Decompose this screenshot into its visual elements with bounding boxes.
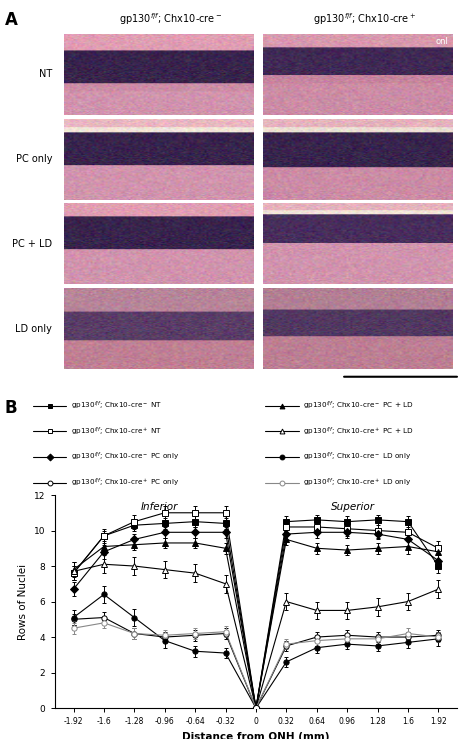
Text: gp130$^{f/f}$; Chx10-cre$^+$: gp130$^{f/f}$; Chx10-cre$^+$	[313, 11, 417, 27]
Text: gp130$^{f/f}$; Chx10-cre$^+$ NT: gp130$^{f/f}$; Chx10-cre$^+$ NT	[71, 426, 162, 437]
X-axis label: Distance from ONH (mm): Distance from ONH (mm)	[182, 732, 330, 739]
Text: onl: onl	[435, 38, 448, 47]
Text: PC + LD: PC + LD	[12, 239, 52, 249]
Text: Inferior: Inferior	[140, 502, 178, 512]
Text: B: B	[5, 399, 18, 417]
Text: LD only: LD only	[15, 324, 52, 334]
Text: NT: NT	[39, 69, 52, 79]
Text: gp130$^{f/f}$; Chx10-cre$^+$ PC only: gp130$^{f/f}$; Chx10-cre$^+$ PC only	[71, 477, 179, 489]
Text: gp130$^{f/f}$; Chx10-cre$^-$ PC + LD: gp130$^{f/f}$; Chx10-cre$^-$ PC + LD	[303, 400, 414, 412]
Text: gp130$^{f/f}$; Chx10-cre$^+$ LD only: gp130$^{f/f}$; Chx10-cre$^+$ LD only	[303, 477, 412, 489]
Text: gp130$^{f/f}$; Chx10-cre$^-$: gp130$^{f/f}$; Chx10-cre$^-$	[119, 11, 222, 27]
Text: gp130$^{f/f}$; Chx10-cre$^+$ PC + LD: gp130$^{f/f}$; Chx10-cre$^+$ PC + LD	[303, 426, 414, 437]
Y-axis label: Rows of Nuclei: Rows of Nuclei	[18, 563, 28, 640]
Text: gp130$^{f/f}$; Chx10-cre$^-$ NT: gp130$^{f/f}$; Chx10-cre$^-$ NT	[71, 400, 162, 412]
Text: A: A	[5, 11, 18, 29]
Text: gp130$^{f/f}$; Chx10-cre$^-$ LD only: gp130$^{f/f}$; Chx10-cre$^-$ LD only	[303, 451, 412, 463]
Text: PC only: PC only	[16, 154, 52, 164]
Text: gp130$^{f/f}$; Chx10-cre$^-$ PC only: gp130$^{f/f}$; Chx10-cre$^-$ PC only	[71, 451, 179, 463]
Text: 0.1 mm: 0.1 mm	[384, 360, 417, 370]
Text: Superior: Superior	[331, 502, 375, 512]
